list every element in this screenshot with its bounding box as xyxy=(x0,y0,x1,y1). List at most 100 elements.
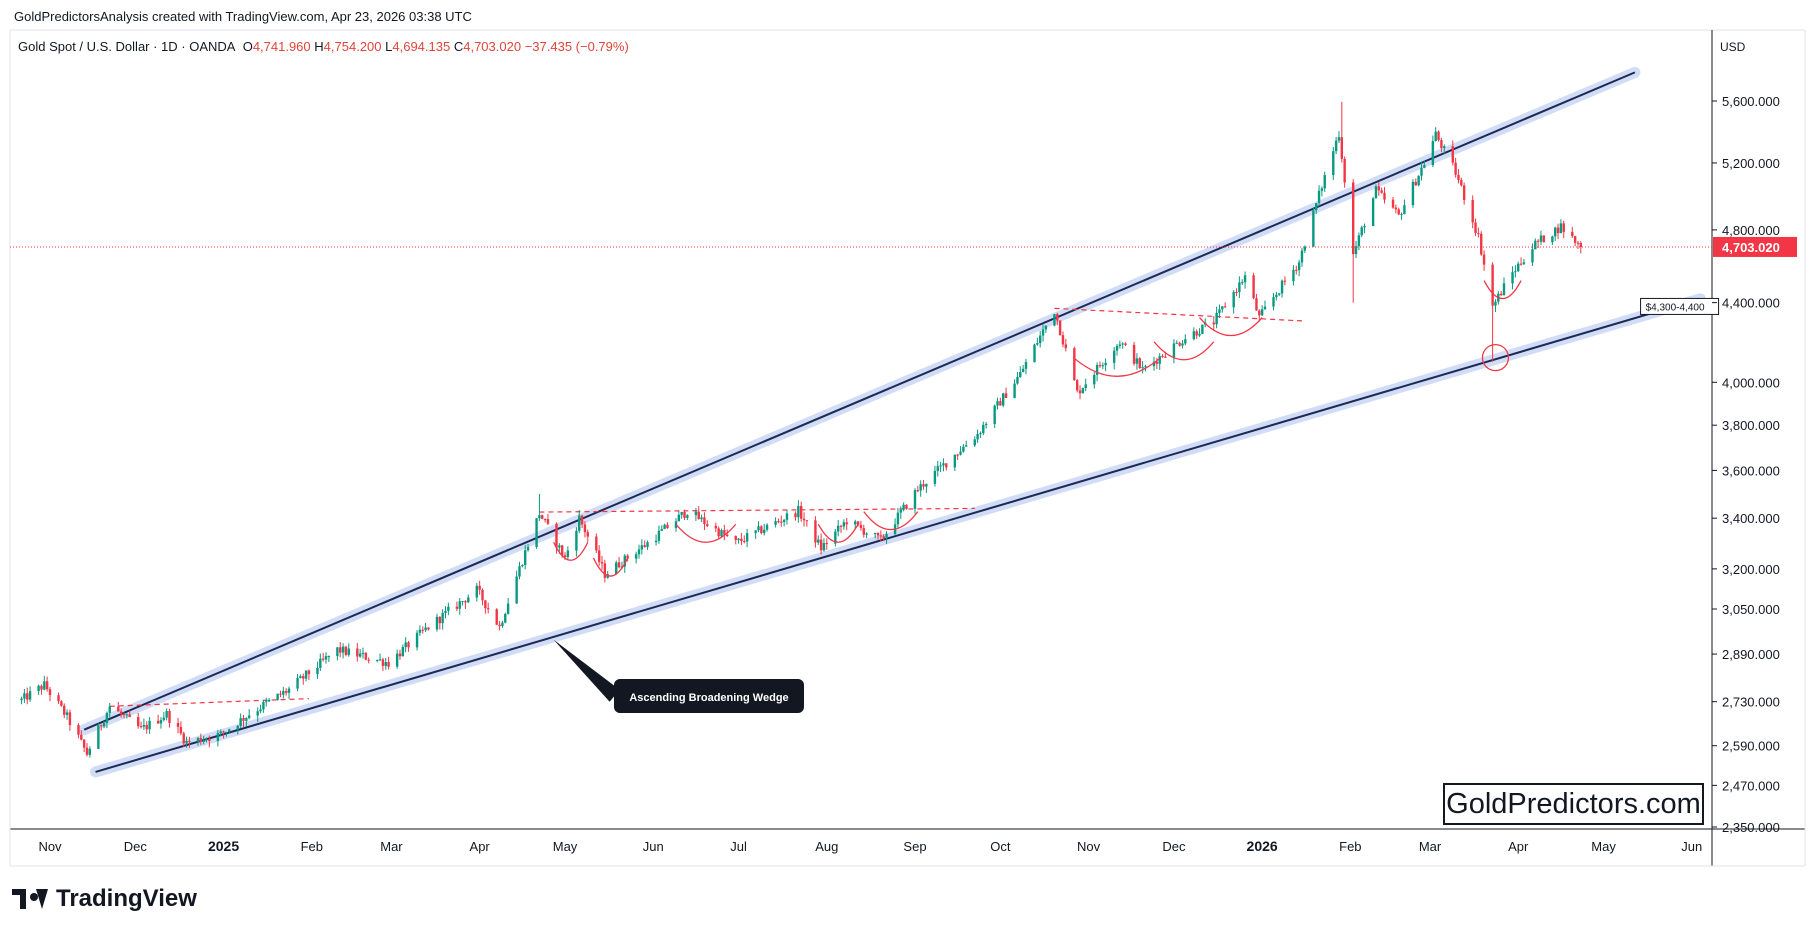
candle[interactable] xyxy=(979,431,982,438)
candle[interactable] xyxy=(148,717,151,734)
candle[interactable] xyxy=(1522,258,1526,266)
candle[interactable] xyxy=(398,649,402,660)
candle[interactable] xyxy=(225,731,228,737)
candle[interactable] xyxy=(962,444,965,453)
candle[interactable] xyxy=(782,519,786,527)
candle[interactable] xyxy=(1255,293,1258,311)
candle[interactable] xyxy=(1300,247,1304,267)
candle[interactable] xyxy=(97,722,100,750)
candle[interactable] xyxy=(347,643,350,657)
candle[interactable] xyxy=(583,521,587,538)
candle[interactable] xyxy=(1115,344,1119,356)
candle[interactable] xyxy=(63,703,66,719)
candle[interactable] xyxy=(324,652,328,664)
candle[interactable] xyxy=(965,440,968,447)
candle[interactable] xyxy=(458,598,461,615)
candle[interactable] xyxy=(1280,279,1284,298)
candle[interactable] xyxy=(1380,187,1383,194)
candle[interactable] xyxy=(822,538,826,552)
candle[interactable] xyxy=(523,544,527,570)
candle[interactable] xyxy=(1075,379,1079,393)
candle[interactable] xyxy=(262,700,265,713)
candle[interactable] xyxy=(1283,276,1287,286)
resistance-line-1[interactable] xyxy=(109,698,309,707)
candle[interactable] xyxy=(1013,379,1016,399)
candle[interactable] xyxy=(865,532,868,539)
candle[interactable] xyxy=(686,514,689,521)
candle[interactable] xyxy=(1033,343,1036,363)
candle[interactable] xyxy=(703,512,706,531)
candle[interactable] xyxy=(1351,179,1355,303)
candle[interactable] xyxy=(1502,277,1506,296)
candle[interactable] xyxy=(222,730,225,739)
candle[interactable] xyxy=(1198,328,1201,338)
candle[interactable] xyxy=(1579,241,1583,254)
candle[interactable] xyxy=(1434,127,1437,142)
candle[interactable] xyxy=(1431,135,1435,168)
candle[interactable] xyxy=(1462,182,1466,205)
candle[interactable] xyxy=(228,728,231,733)
candle[interactable] xyxy=(734,535,737,545)
candle[interactable] xyxy=(1275,291,1278,301)
candle[interactable] xyxy=(1417,175,1420,187)
candle[interactable] xyxy=(304,670,308,682)
candle[interactable] xyxy=(1124,342,1127,347)
candle[interactable] xyxy=(541,514,544,520)
candle[interactable] xyxy=(1343,156,1346,188)
candle[interactable] xyxy=(740,532,743,546)
candle[interactable] xyxy=(1112,347,1116,370)
candle[interactable] xyxy=(1212,316,1215,330)
candle[interactable] xyxy=(706,520,709,528)
candle[interactable] xyxy=(1514,265,1517,278)
candle[interactable] xyxy=(119,708,123,718)
tradingview-logo[interactable]: TradingView xyxy=(12,885,197,913)
candle[interactable] xyxy=(242,714,245,727)
candle[interactable] xyxy=(1175,340,1178,344)
candle[interactable] xyxy=(794,511,797,521)
candle[interactable] xyxy=(834,528,837,547)
candle[interactable] xyxy=(384,657,387,670)
price-axis[interactable]: 5,600.000 5,200.000 4,800.000 4,400.000 4,00… xyxy=(1712,94,1797,835)
candle[interactable] xyxy=(367,657,370,664)
candle[interactable] xyxy=(427,627,430,631)
candle[interactable] xyxy=(1064,338,1068,352)
candle[interactable] xyxy=(996,397,999,410)
candle[interactable] xyxy=(799,501,803,522)
candle[interactable] xyxy=(1360,225,1363,238)
candle[interactable] xyxy=(1155,357,1159,370)
candle[interactable] xyxy=(77,723,80,739)
candle[interactable] xyxy=(1397,207,1400,216)
candle[interactable] xyxy=(404,637,407,653)
candle[interactable] xyxy=(1138,357,1141,369)
candle[interactable] xyxy=(984,422,988,429)
candle[interactable] xyxy=(785,510,789,525)
candle[interactable] xyxy=(162,712,166,722)
candle[interactable] xyxy=(694,507,698,521)
candle[interactable] xyxy=(26,687,29,705)
candle[interactable] xyxy=(922,479,925,490)
candle[interactable] xyxy=(1511,266,1514,290)
candle[interactable] xyxy=(447,602,450,616)
candle[interactable] xyxy=(395,649,399,669)
candle[interactable] xyxy=(680,511,683,519)
candle[interactable] xyxy=(842,519,846,530)
candle[interactable] xyxy=(862,524,865,538)
candle[interactable] xyxy=(142,718,146,730)
candle[interactable] xyxy=(321,652,325,662)
candle[interactable] xyxy=(1141,360,1144,374)
candle[interactable] xyxy=(168,708,171,728)
candle[interactable] xyxy=(896,507,900,528)
candle[interactable] xyxy=(1238,276,1241,299)
candle[interactable] xyxy=(973,436,976,447)
candle[interactable] xyxy=(287,686,291,699)
pattern-callout-box[interactable] xyxy=(614,679,804,713)
candle[interactable] xyxy=(1132,342,1136,366)
candle[interactable] xyxy=(817,535,820,545)
candle[interactable] xyxy=(259,704,262,714)
candle[interactable] xyxy=(1019,366,1022,378)
candle[interactable] xyxy=(37,684,40,695)
candle[interactable] xyxy=(615,560,618,575)
candle[interactable] xyxy=(506,597,510,615)
candle[interactable] xyxy=(1423,160,1426,169)
candle[interactable] xyxy=(836,519,840,537)
